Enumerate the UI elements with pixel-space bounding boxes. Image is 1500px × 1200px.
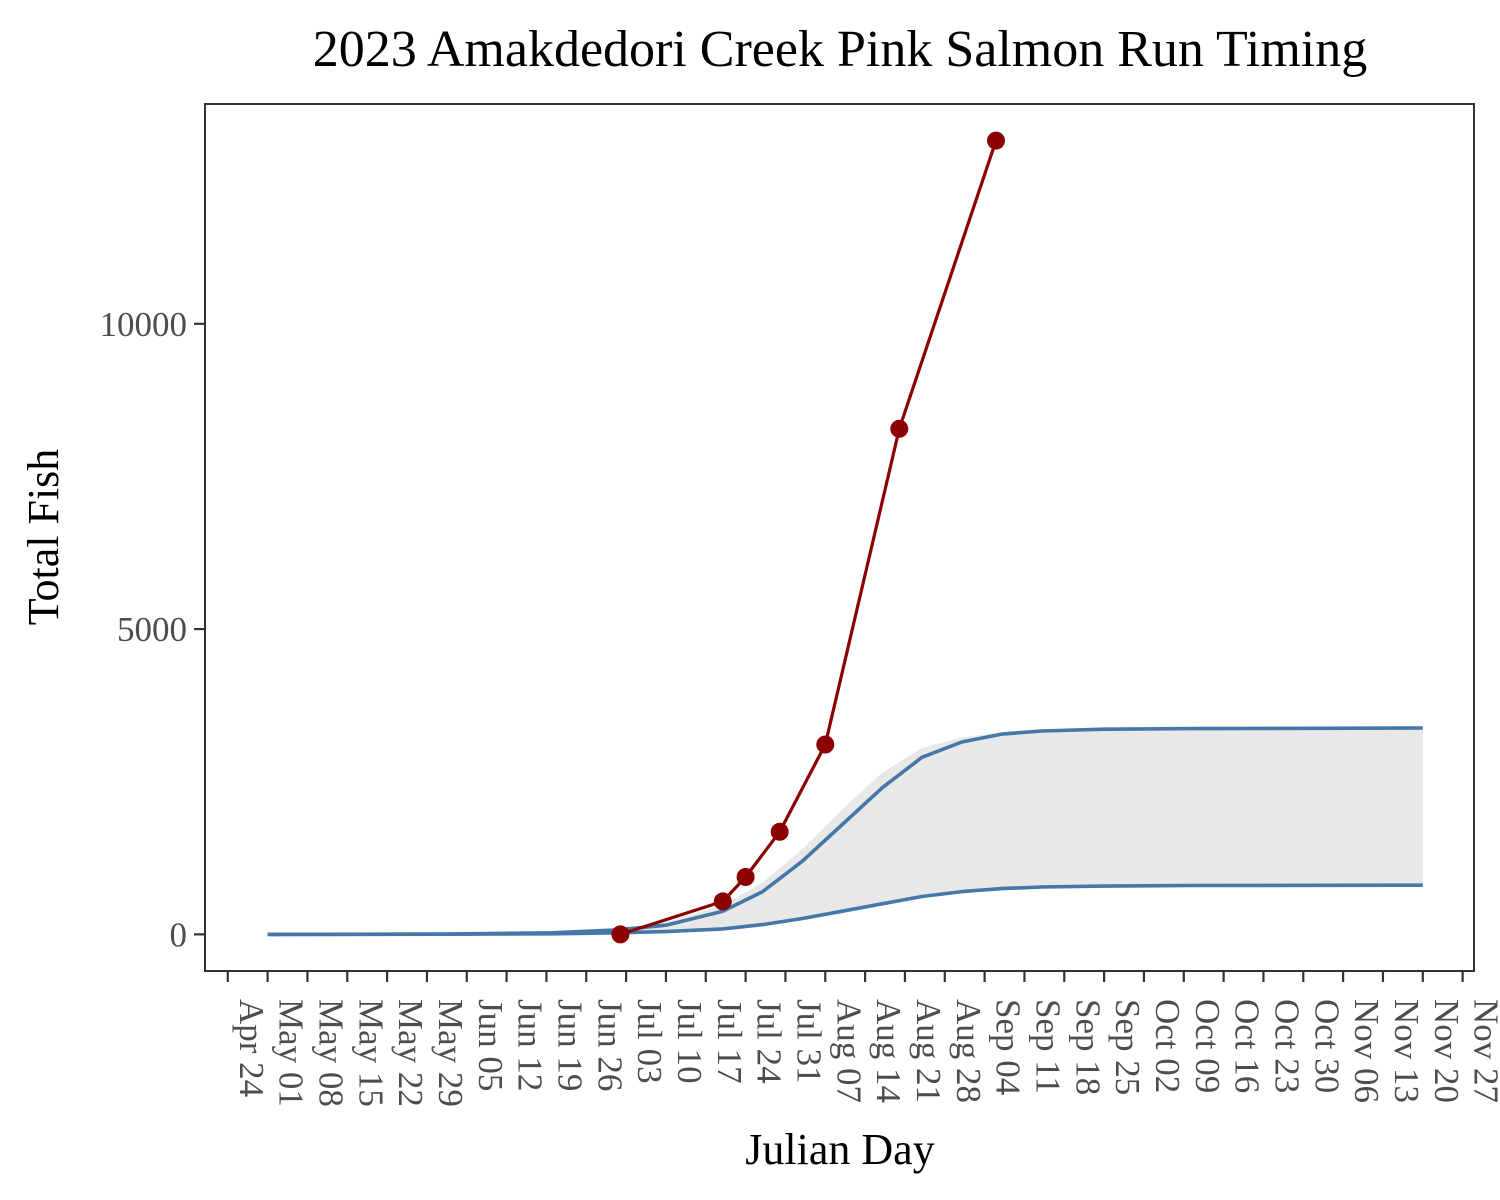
data-point [890,419,909,438]
x-tick-label: May 22 [391,999,430,1107]
x-tick-label: Aug 21 [909,999,948,1103]
data-point [736,868,755,886]
x-tick-label: Oct 23 [1267,999,1306,1093]
x-tick-label: Sep 11 [1028,999,1067,1094]
x-tick-label: Nov 27 [1467,999,1500,1103]
chart-title: 2023 Amakdedori Creek Pink Salmon Run Ti… [313,21,1368,78]
data-point [611,925,630,944]
x-tick-label: May 15 [351,999,390,1107]
y-axis-label: Total Fish [19,449,68,626]
x-tick-label: Jun 19 [550,999,589,1091]
x-axis-label: Julian Day [745,1125,934,1174]
x-tick-label: Nov 20 [1427,999,1466,1103]
x-tick-label: Jun 12 [511,999,550,1091]
plot-border [204,103,1475,972]
data-point [713,892,732,911]
x-tick-label: Oct 02 [1148,999,1187,1093]
x-tick-label: Sep 25 [1108,999,1147,1095]
x-tick-label: Aug 07 [829,999,868,1103]
x-tick-label: Sep 04 [989,999,1028,1095]
x-tick-label: May 08 [311,999,350,1107]
y-tick-label: 0 [170,915,188,954]
x-tick-label: Jun 05 [471,999,510,1091]
data-point [816,735,835,754]
data-point [987,131,1005,150]
x-tick-label: Jul 17 [710,999,749,1084]
x-tick-label: Jul 31 [789,999,828,1084]
x-tick-label: Nov 13 [1387,999,1426,1103]
x-tick-label: Jul 10 [670,999,709,1084]
x-tick-label: Jun 26 [590,999,629,1091]
x-tick-label: Oct 16 [1228,999,1267,1093]
x-tick-label: Oct 30 [1307,999,1346,1093]
x-tick-label: Jul 24 [750,999,789,1084]
plot-area: 0 5000 10000 Apr 24 May 01 May 08 May 15 May 22… [100,103,1500,1107]
x-tick-label: Aug 28 [949,999,988,1103]
x-tick-label: May 01 [272,999,311,1107]
x-tick-label: May 29 [431,999,470,1107]
x-tick-label: Jul 03 [630,999,669,1084]
series-line-lower-curve [267,883,1423,937]
x-tick-label: Oct 09 [1188,999,1227,1093]
series-line-upper-curve [267,726,1423,937]
x-tick-label: Apr 24 [232,999,271,1097]
x-tick-label: Aug 14 [869,999,908,1103]
y-tick-label: 5000 [117,610,187,649]
y-tick-label: 10000 [100,305,188,344]
x-tick-label: Sep 18 [1068,999,1107,1095]
confidence-band [267,728,1423,935]
x-tick-label: Nov 06 [1347,999,1386,1103]
data-point [770,822,789,841]
